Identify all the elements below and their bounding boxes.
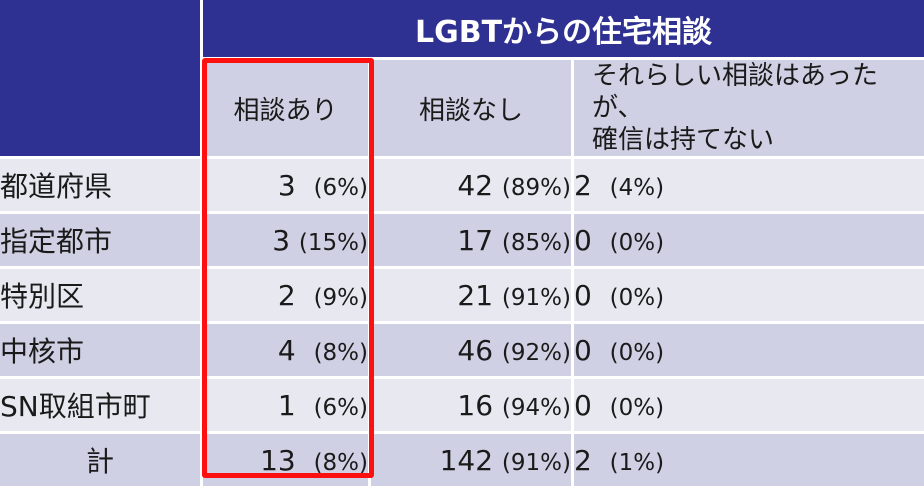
table-row: SN取組市町 1 (6%) 16 (94%) 0 (0%) — [0, 379, 924, 434]
cell-count: 0 — [574, 333, 592, 367]
cell-count: 4 — [277, 333, 296, 367]
col-header-not-consulted: 相談なし — [371, 60, 574, 159]
cell-percent: (92%) — [501, 339, 571, 366]
cell-count: 42 — [457, 168, 494, 202]
cell-count: 0 — [574, 223, 592, 257]
table-row: 指定都市 3 (15%) 17 (85%) 0 (0%) — [0, 214, 924, 269]
cell-count: 17 — [457, 223, 494, 257]
cell-not-consulted: 21 (91%) — [371, 269, 574, 324]
cell-consulted: 1 (6%) — [203, 379, 371, 434]
cell-uncertain: 0 (0%) — [574, 324, 924, 379]
cell-uncertain: 0 (0%) — [574, 269, 924, 324]
cell-percent: (9%) — [313, 284, 368, 311]
corner-header-cell — [0, 0, 203, 159]
col-header-uncertain-line2: 確信は持てない — [592, 125, 775, 155]
cell-count: 1 — [277, 388, 296, 422]
cell-percent: (1%) — [609, 449, 665, 476]
cell-count: 0 — [574, 388, 592, 422]
cell-count: 46 — [457, 333, 494, 367]
cell-percent: (6%) — [313, 174, 368, 201]
col-header-uncertain-line1: それらしい相談はあったが、 — [592, 61, 879, 123]
table-row: 都道府県 3 (6%) 42 (89%) 2 (4%) — [0, 159, 924, 214]
cell-uncertain: 2 (4%) — [574, 159, 924, 214]
total-uncertain: 2 (1%) — [574, 434, 924, 489]
total-consulted: 13 (8%) — [203, 434, 371, 489]
row-label: 特別区 — [0, 269, 203, 324]
cell-count: 3 — [272, 223, 291, 257]
cell-uncertain: 0 (0%) — [574, 214, 924, 269]
cell-uncertain: 0 (0%) — [574, 379, 924, 434]
cell-percent: (91%) — [501, 284, 571, 311]
row-label: SN取組市町 — [0, 379, 203, 434]
cell-count: 3 — [277, 168, 296, 202]
total-not-consulted: 142 (91%) — [371, 434, 574, 489]
row-label: 中核市 — [0, 324, 203, 379]
cell-count: 142 — [439, 443, 494, 477]
cell-consulted: 2 (9%) — [203, 269, 371, 324]
cell-count: 2 — [574, 443, 592, 477]
row-label: 指定都市 — [0, 214, 203, 269]
cell-percent: (8%) — [313, 339, 368, 366]
cell-percent: (6%) — [313, 394, 368, 421]
cell-percent: (8%) — [313, 449, 368, 476]
table-title: LGBTからの住宅相談 — [203, 0, 924, 60]
cell-count: 21 — [457, 278, 494, 312]
cell-percent: (0%) — [609, 229, 665, 256]
cell-count: 16 — [457, 388, 494, 422]
cell-consulted: 3 (15%) — [203, 214, 371, 269]
cell-count: 2 — [277, 278, 296, 312]
cell-not-consulted: 46 (92%) — [371, 324, 574, 379]
cell-not-consulted: 17 (85%) — [371, 214, 574, 269]
cell-percent: (4%) — [609, 174, 665, 201]
cell-percent: (0%) — [609, 284, 665, 311]
table-row: 特別区 2 (9%) 21 (91%) 0 (0%) — [0, 269, 924, 324]
col-header-uncertain: それらしい相談はあったが、 確信は持てない — [574, 60, 924, 159]
cell-percent: (91%) — [501, 449, 571, 476]
cell-not-consulted: 42 (89%) — [371, 159, 574, 214]
total-label: 計 — [0, 434, 203, 489]
cell-count: 2 — [574, 168, 592, 202]
cell-percent: (89%) — [501, 174, 571, 201]
cell-percent: (0%) — [609, 339, 665, 366]
cell-consulted: 4 (8%) — [203, 324, 371, 379]
total-row: 計 13 (8%) 142 (91%) 2 (1%) — [0, 434, 924, 489]
cell-consulted: 3 (6%) — [203, 159, 371, 214]
col-header-consulted: 相談あり — [203, 60, 371, 159]
row-label: 都道府県 — [0, 159, 203, 214]
cell-not-consulted: 16 (94%) — [371, 379, 574, 434]
cell-percent: (85%) — [501, 229, 571, 256]
cell-percent: (0%) — [609, 394, 665, 421]
cell-percent: (94%) — [501, 394, 571, 421]
table-row: 中核市 4 (8%) 46 (92%) 0 (0%) — [0, 324, 924, 379]
cell-count: 13 — [260, 443, 296, 477]
cell-count: 0 — [574, 278, 592, 312]
cell-percent: (15%) — [298, 229, 368, 256]
